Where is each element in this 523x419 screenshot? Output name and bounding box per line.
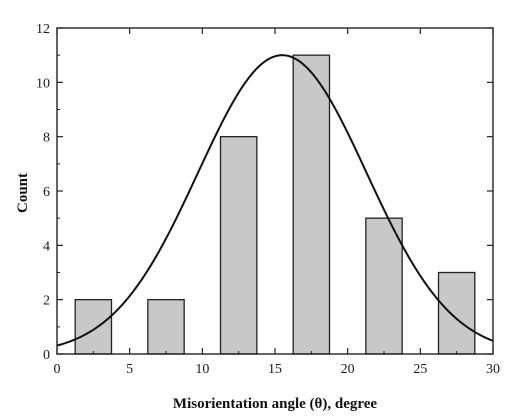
x-tick-label: 10 xyxy=(195,362,209,377)
histogram-bar xyxy=(365,217,403,355)
x-tick-label: 0 xyxy=(54,362,61,377)
y-tick-label: 4 xyxy=(43,239,50,254)
y-tick-label: 6 xyxy=(43,185,50,200)
bars-layer xyxy=(74,54,476,355)
y-axis-title: Count xyxy=(15,173,31,213)
histogram-bar xyxy=(292,54,331,355)
curve-layer xyxy=(56,54,494,347)
histogram-bar xyxy=(437,271,476,355)
y-tick-label: 0 xyxy=(43,348,50,363)
y-tick-label: 2 xyxy=(43,294,50,309)
x-tick-label: 15 xyxy=(268,362,282,377)
x-tick-label: 25 xyxy=(413,362,427,377)
histogram-bar xyxy=(74,299,113,355)
y-tick-label: 12 xyxy=(36,22,50,37)
y-tick-label: 8 xyxy=(43,131,50,146)
y-tick-label: 10 xyxy=(36,76,50,91)
ticks-layer: 0 5 10 15 20 25 30 0 2 4 6 8 10 12 xyxy=(36,22,500,377)
x-tick-label: 5 xyxy=(126,362,133,377)
x-axis-title: Misorientation angle (θ), degree xyxy=(173,396,378,412)
x-tick-label: 20 xyxy=(341,362,355,377)
gaussian-fit-curve xyxy=(56,54,494,347)
x-tick-label: 30 xyxy=(486,362,500,377)
histogram-bar xyxy=(147,299,185,355)
histogram-bar xyxy=(219,136,258,355)
